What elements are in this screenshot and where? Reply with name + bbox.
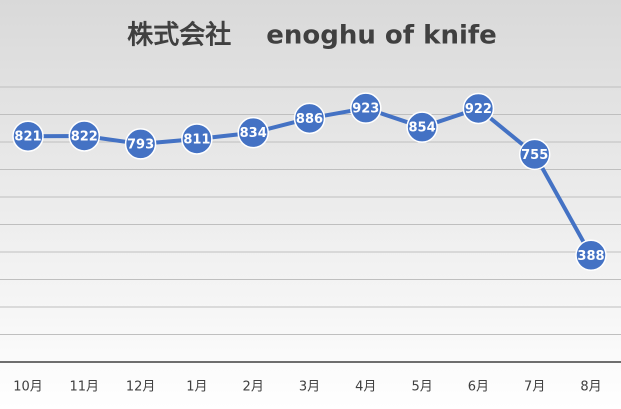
data-label: 922 bbox=[465, 102, 492, 117]
x-tick-label: 4月 bbox=[355, 380, 376, 395]
x-tick-label: 6月 bbox=[468, 380, 489, 395]
data-label: 822 bbox=[71, 129, 98, 144]
marker bbox=[68, 120, 101, 152]
data-label: 821 bbox=[14, 130, 41, 145]
x-tick-label: 11月 bbox=[70, 380, 100, 395]
x-tick-label: 5月 bbox=[411, 380, 432, 395]
data-label: 923 bbox=[352, 102, 379, 117]
marker bbox=[350, 92, 382, 124]
x-tick-label: 8月 bbox=[580, 380, 601, 395]
x-tick-label: 7月 bbox=[524, 380, 545, 395]
data-label: 811 bbox=[183, 132, 210, 147]
marker bbox=[518, 138, 551, 171]
marker bbox=[237, 116, 269, 149]
data-label: 388 bbox=[577, 249, 604, 264]
marker bbox=[575, 239, 607, 272]
x-tick-label: 3月 bbox=[299, 380, 320, 395]
data-label: 854 bbox=[409, 121, 436, 136]
chart-title: 株式会社 enoghu of knife bbox=[127, 20, 497, 51]
marker bbox=[406, 111, 438, 143]
data-label: 834 bbox=[240, 126, 267, 141]
marker bbox=[12, 120, 44, 152]
x-tick-label: 2月 bbox=[243, 380, 264, 395]
x-tick-label: 12月 bbox=[126, 380, 156, 395]
data-label: 886 bbox=[296, 112, 323, 127]
data-label: 793 bbox=[127, 137, 154, 152]
data-label: 755 bbox=[521, 148, 548, 163]
marker bbox=[124, 128, 157, 160]
marker bbox=[293, 102, 326, 135]
x-tick-label: 10月 bbox=[13, 380, 43, 395]
marker bbox=[462, 92, 495, 125]
x-tick-label: 1月 bbox=[186, 380, 207, 395]
marker bbox=[181, 123, 213, 155]
